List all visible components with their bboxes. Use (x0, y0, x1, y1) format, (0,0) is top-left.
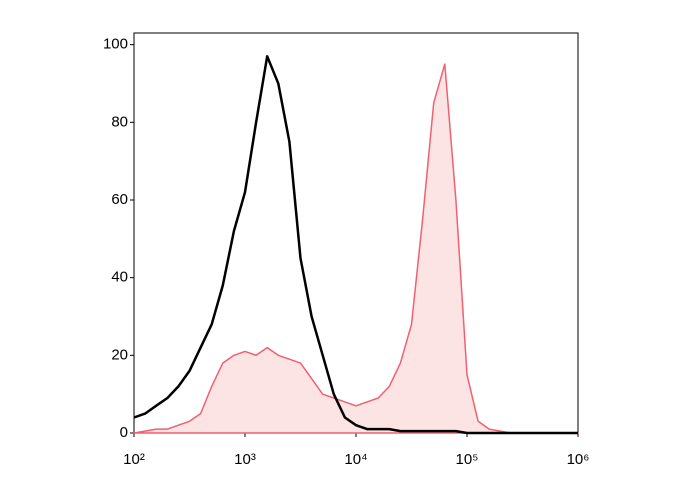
x-tick-label: 10⁶ (567, 451, 590, 468)
y-tick-label: 60 (111, 191, 128, 208)
series-area (133, 63, 579, 434)
plot-frame (133, 32, 579, 434)
y-tick-label: 100 (103, 36, 128, 53)
y-tick-label: 80 (111, 113, 128, 130)
x-tick-label: 10² (123, 451, 145, 468)
y-tick-label: 20 (111, 346, 128, 363)
y-tick-label: 0 (120, 424, 128, 441)
y-tick-label: 40 (111, 269, 128, 286)
x-tick-label: 10⁵ (456, 451, 479, 468)
x-tick-label: 10⁴ (344, 451, 367, 468)
x-tick-label: 10³ (234, 451, 256, 468)
series-line (133, 55, 578, 435)
